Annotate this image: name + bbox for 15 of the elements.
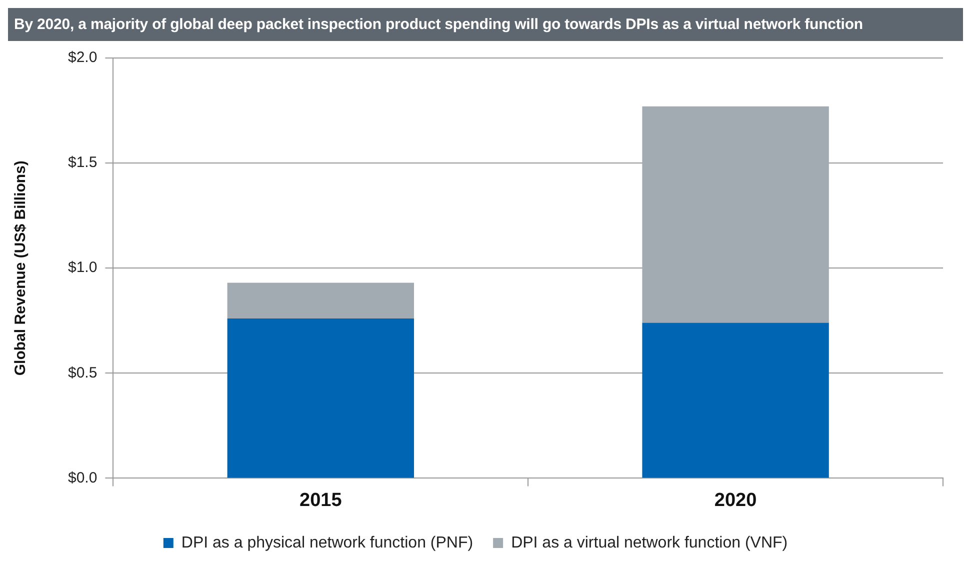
bar <box>642 106 829 323</box>
bar <box>642 322 829 478</box>
y-tick-label: $0.0 <box>68 469 98 486</box>
y-tick-label: $1.0 <box>68 259 98 276</box>
bar <box>227 282 414 319</box>
y-tick-label: $0.5 <box>68 364 98 382</box>
bar <box>227 318 414 478</box>
x-tick-label: 2020 <box>714 490 757 511</box>
x-tick-label: 2015 <box>300 490 342 511</box>
chart-title: By 2020, a majority of global deep packet inspection product spending will go towards DPIs as a virtual network function <box>8 8 963 41</box>
y-tick-label: $2.0 <box>68 49 98 66</box>
legend-label: DPI as a physical network function (PNF) <box>181 534 474 552</box>
legend-label: DPI as a virtual network function (VNF) <box>511 534 788 552</box>
y-axis-title: Global Revenue (US$ Billions) <box>12 160 30 376</box>
y-tick-label: $1.5 <box>68 154 98 172</box>
